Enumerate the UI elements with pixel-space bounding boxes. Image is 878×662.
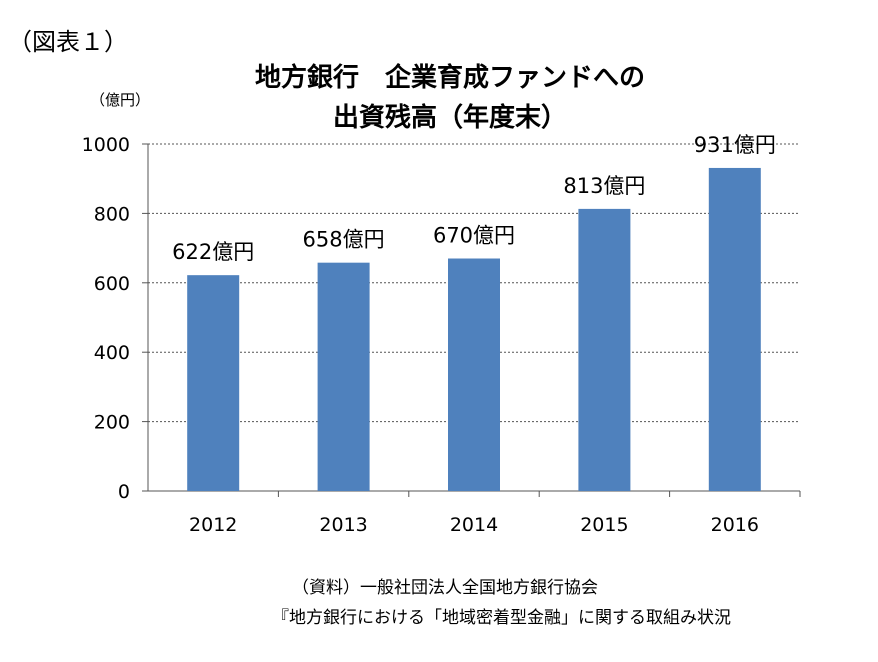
y-axis-unit-label: （億円） (90, 91, 151, 109)
y-tick-label: 1000 (82, 134, 130, 156)
y-tick-label: 0 (118, 481, 130, 503)
y-tick-label: 800 (94, 203, 130, 225)
source-line2: 『地方銀行における「地域密着型金融」に関する取組み状況 (272, 608, 731, 628)
data-label: 931億円 (694, 133, 776, 157)
bar (708, 167, 761, 491)
x-tick-label: 2014 (450, 514, 498, 536)
x-tick-label: 2016 (711, 514, 759, 536)
figure-label: （図表１） (8, 28, 128, 56)
bar (578, 208, 631, 491)
data-label: 622億円 (172, 240, 254, 264)
bar (187, 275, 240, 491)
x-tick-label: 2015 (580, 514, 628, 536)
chart-title-line1: 地方銀行 企業育成ファンドへの (254, 63, 645, 93)
y-tick-label: 600 (94, 273, 130, 295)
x-tick-label: 2013 (319, 514, 367, 536)
bar (317, 262, 370, 491)
x-tick-label: 2012 (189, 514, 237, 536)
source-line1: （資料）一般社団法人全国地方銀行協会 (292, 578, 598, 598)
bar (448, 258, 500, 491)
data-label: 813億円 (563, 174, 645, 198)
y-tick-label: 200 (94, 412, 130, 434)
y-tick-label: 400 (94, 342, 130, 364)
data-label: 670億円 (433, 224, 515, 248)
chart-title-line2: 出資残高（年度末） (332, 103, 567, 133)
data-label: 658億円 (303, 228, 385, 252)
